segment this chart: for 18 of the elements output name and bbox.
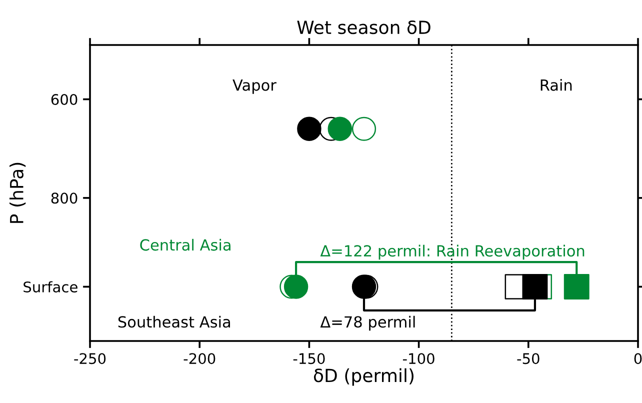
annotation: Δ=122 permil: Rain Reevaporation: [320, 244, 584, 260]
annotation: Rain: [540, 79, 572, 91]
chart-title: Wet season δD: [297, 20, 430, 34]
x-axis-title: δD (permil): [314, 368, 414, 386]
x-tick-label: -250: [74, 353, 106, 364]
x-tick-label: -50: [517, 353, 540, 364]
annotation: Δ=78 permil: [320, 316, 415, 331]
x-tick-label: 0: [634, 353, 642, 364]
annotation: Central Asia: [140, 238, 230, 251]
annotation: Vapor: [232, 80, 276, 94]
x-tick-label: -150: [293, 353, 325, 364]
y-tick-label: 600: [51, 94, 78, 106]
y-tick-label: 800: [51, 192, 78, 204]
y-axis-title: P (hPa): [10, 162, 26, 223]
x-tick-label: -100: [402, 353, 434, 364]
annotation: Southeast Asia: [118, 316, 230, 328]
y-tick-label: Surface: [24, 281, 78, 292]
x-tick-label: -200: [184, 353, 216, 364]
